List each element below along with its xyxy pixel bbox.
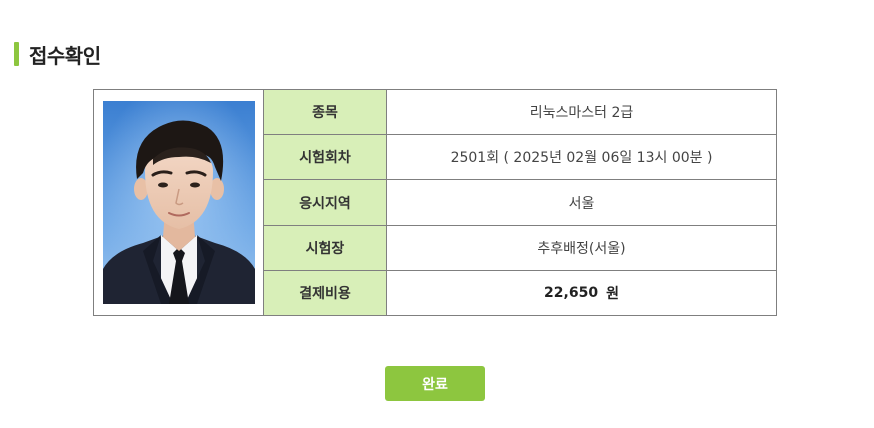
title-accent-bar (14, 42, 19, 66)
row-subject: 종목 리눅스마스터 2급 (264, 90, 776, 136)
registration-info-table: 종목 리눅스마스터 2급 시험회차 2501회 ( 2025년 02월 06일 … (93, 89, 777, 316)
row-exam-venue: 시험장 추후배정(서울) (264, 225, 776, 271)
row-value-exam-session: 2501회 ( 2025년 02월 06일 13시 00분 ) (450, 150, 713, 167)
row-exam-session: 시험회차 2501회 ( 2025년 02월 06일 13시 00분 ) (264, 135, 776, 181)
row-payment: 결제비용 22,650 원 (264, 270, 776, 316)
row-value-exam-venue: 추후배정(서울) (537, 240, 626, 257)
row-exam-region: 응시지역 서울 (264, 180, 776, 226)
row-label-exam-venue: 시험장 (264, 225, 387, 270)
row-label-exam-region: 응시지역 (264, 180, 387, 225)
page-title: 접수확인 (29, 43, 101, 68)
applicant-photo (102, 101, 255, 304)
row-value-subject: 리눅스마스터 2급 (529, 105, 634, 122)
done-button[interactable]: 완료 (385, 366, 485, 401)
photo-cell (94, 90, 264, 315)
info-rows: 종목 리눅스마스터 2급 시험회차 2501회 ( 2025년 02월 06일 … (264, 90, 776, 316)
payment-unit: 원 (606, 285, 619, 302)
row-value-payment: 22,650 원 (387, 271, 776, 315)
section-header: 접수확인 (14, 40, 101, 68)
row-label-subject: 종목 (264, 90, 387, 135)
row-label-exam-session: 시험회차 (264, 135, 387, 180)
payment-amount: 22,650 (544, 284, 599, 301)
row-label-payment: 결제비용 (264, 270, 387, 316)
row-value-exam-region: 서울 (568, 195, 595, 212)
